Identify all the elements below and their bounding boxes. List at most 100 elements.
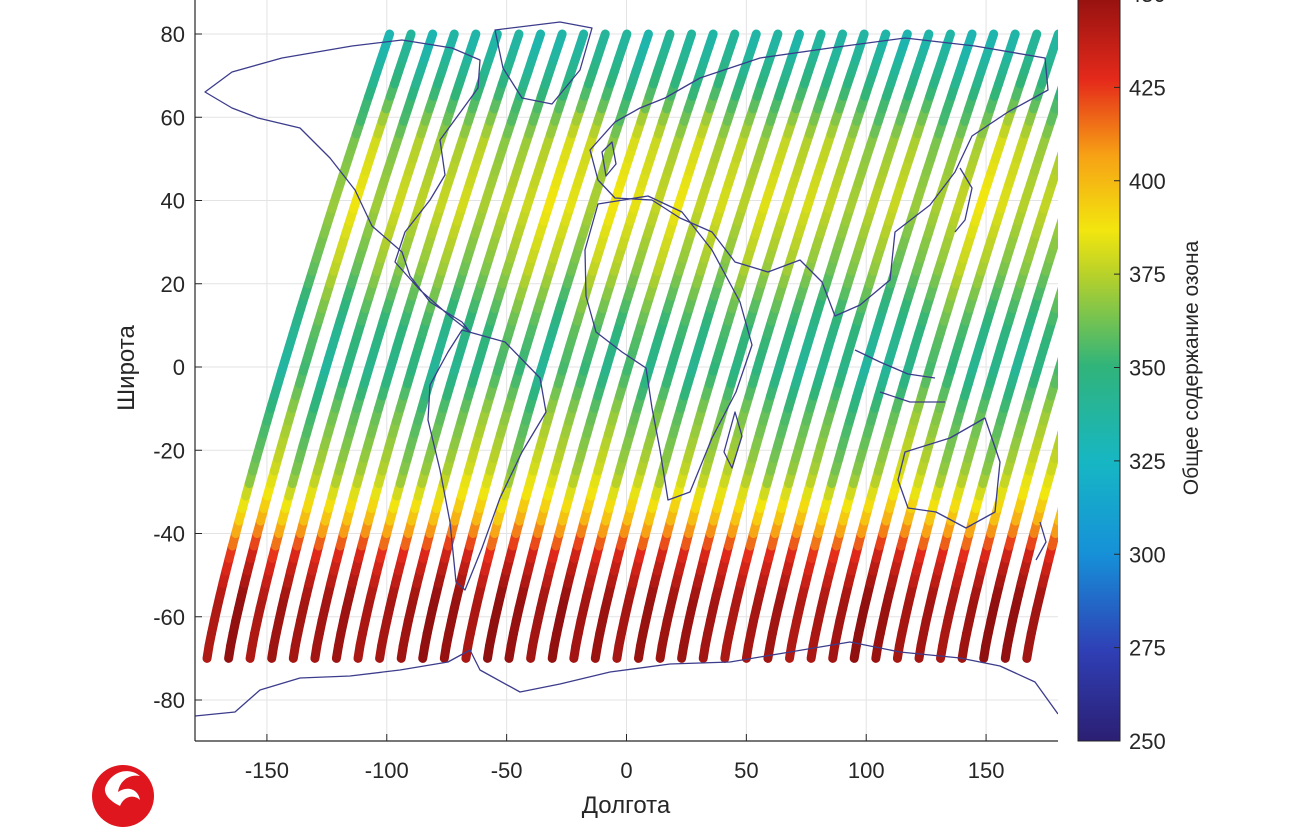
colorbar-tick-label: 350: [1129, 356, 1166, 381]
orbit-segment: [1126, 209, 1130, 222]
y-tick-label: -60: [153, 605, 185, 630]
orbit-segment: [1144, 221, 1148, 234]
x-axis-label: Долгота: [582, 792, 671, 819]
orbit-segment: [1065, 409, 1069, 422]
orbit-segment: [812, 29, 826, 51]
orbit-track: [785, 29, 977, 663]
orbit-segment: [1051, 154, 1058, 176]
colorbar-tick-label: 325: [1129, 449, 1166, 474]
orbit-segment: [1054, 506, 1058, 526]
orbit-segment: [1168, 146, 1172, 159]
colorbar-tick-labels: 250 275 300 325 350 375 400 425 450: [1114, 0, 1166, 754]
x-tick-label: -50: [491, 758, 523, 783]
orbit-track: [936, 171, 1078, 663]
orbit-segment: [596, 29, 610, 51]
orbit-segment: [1074, 309, 1078, 322]
y-tick-label: 60: [161, 105, 185, 130]
y-tick-label: 40: [161, 189, 185, 214]
orbit-track: [1022, 84, 1193, 663]
orbit-track: [526, 29, 718, 663]
orbit-segment: [1155, 121, 1159, 133]
orbit-segment: [1140, 234, 1144, 247]
antarctica-outline: [195, 641, 1058, 717]
orbit-segment: [1057, 506, 1058, 511]
orbit-segment: [639, 29, 653, 51]
orbit-segment: [1064, 271, 1068, 284]
orbit-segment: [1124, 284, 1128, 296]
orbit-segment: [531, 29, 546, 51]
orbit-segment: [1074, 171, 1078, 183]
orbit-track: [224, 29, 416, 663]
orbit-segment: [1132, 59, 1136, 72]
orbit-segment: [1049, 29, 1058, 51]
y-axis-label: Широта: [113, 325, 140, 411]
orbit-segment: [790, 29, 804, 51]
y-tick-label: -40: [153, 522, 185, 547]
orbit-segment: [1151, 134, 1155, 147]
orbit-track: [569, 29, 761, 663]
orbit-track: [483, 29, 675, 663]
x-tick-label: 0: [620, 758, 632, 783]
orbit-segment: [1057, 357, 1058, 361]
orbit-segment: [941, 29, 955, 51]
orbit-segment: [1072, 47, 1076, 60]
orbit-track: [612, 29, 804, 663]
orbit-track: [720, 29, 912, 663]
colorbar-tick-label: 300: [1129, 542, 1166, 567]
orbit-segment: [1069, 471, 1073, 484]
orbit-segment: [1148, 209, 1152, 222]
orbit-track: [396, 29, 589, 663]
japan-outline: [954, 167, 973, 233]
orbit-segment: [1121, 159, 1125, 172]
orbit-segment: [1154, 59, 1158, 72]
orbit-segment: [1124, 84, 1128, 97]
orbit-segment: [985, 29, 999, 51]
orbit-segment: [1189, 84, 1193, 97]
x-tick-label: -100: [365, 758, 409, 783]
orbit-track: [957, 47, 1140, 663]
orbit-track: [871, 29, 1058, 663]
orbit-segment: [661, 29, 675, 51]
orbit-track: [310, 29, 502, 663]
greenland-outline: [494, 21, 593, 105]
red-circle-logo: [92, 765, 154, 827]
orbit-track: [547, 29, 740, 663]
y-tick-label: -80: [153, 688, 185, 713]
orbit-track: [741, 29, 934, 663]
orbit-segment: [445, 29, 459, 51]
orbit-segment: [575, 29, 589, 51]
orbit-track: [892, 47, 1076, 663]
uk-outline: [601, 141, 617, 177]
orbit-segment: [898, 29, 912, 51]
new-zealand-outline: [1035, 521, 1047, 561]
orbit-segment: [1068, 121, 1072, 133]
orbit-segment: [1158, 47, 1162, 60]
orbit-track: [698, 29, 891, 663]
orbit-segment: [1006, 29, 1020, 51]
orbit-segment: [1051, 292, 1058, 314]
orbit-segment: [1073, 384, 1077, 396]
colorbar-tick-label: 450: [1129, 0, 1166, 7]
orbit-segment: [1063, 72, 1067, 84]
x-tick-label: 150: [968, 758, 1005, 783]
orbit-track: [634, 29, 826, 663]
y-tick-labels: 80 60 40 20 0 -20 -40 -60 -80: [153, 22, 202, 713]
orbit-segment: [1172, 134, 1176, 147]
y-tick-label: 0: [173, 355, 185, 380]
orbit-segment: [1136, 47, 1140, 60]
orbit-segment: [769, 29, 783, 51]
orbit-segment: [1069, 396, 1073, 409]
orbit-segment: [1133, 121, 1137, 133]
coastlines: [195, 21, 1058, 717]
orbit-segment: [1067, 59, 1071, 72]
orbit-segment: [1053, 431, 1058, 451]
orbit-segment: [402, 29, 416, 51]
orbit-track: [504, 29, 697, 663]
orbit-segment: [1162, 34, 1166, 47]
orbit-track: [331, 29, 524, 663]
orbit-segment: [1171, 72, 1175, 84]
orbit-segment: [1152, 196, 1156, 209]
orbit-segment: [1136, 246, 1140, 258]
orbit-segment: [1070, 184, 1074, 197]
